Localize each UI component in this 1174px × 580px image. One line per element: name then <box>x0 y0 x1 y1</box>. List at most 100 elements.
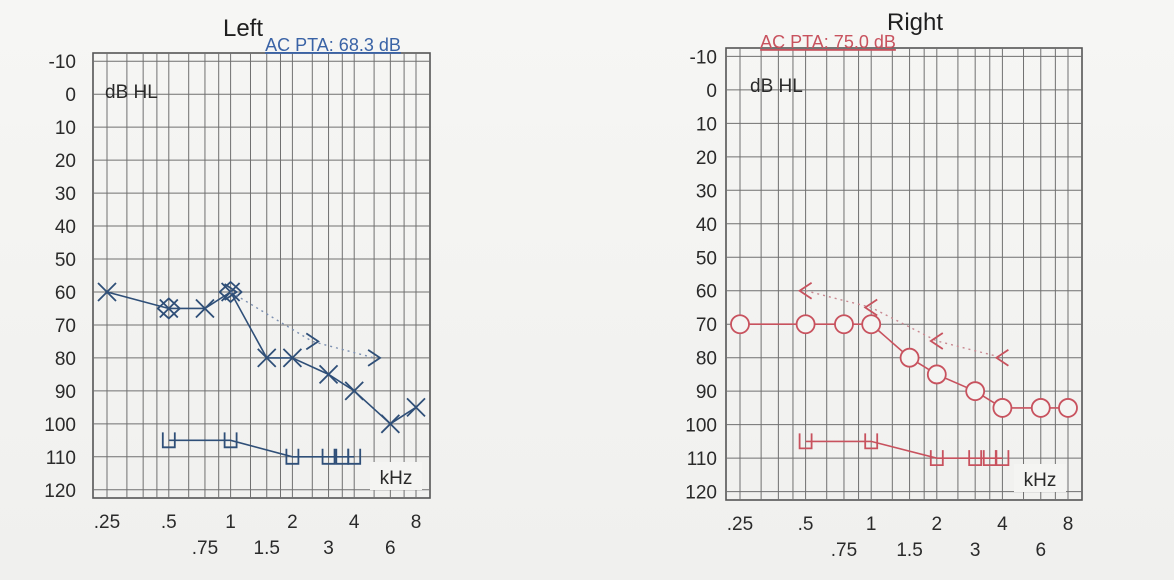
y-tick-label: 10 <box>55 118 76 139</box>
chart-title: Left <box>223 15 263 42</box>
plot-frame <box>92 52 431 499</box>
x-axis-label: kHz <box>380 468 413 489</box>
y-tick-label: 90 <box>55 382 76 403</box>
data-point <box>159 298 179 319</box>
y-tick-label: 100 <box>44 415 76 436</box>
chart-title: Right <box>887 9 943 36</box>
data-point <box>929 450 944 467</box>
x-tick-label: 8 <box>411 512 422 533</box>
data-point <box>730 314 750 335</box>
series-line <box>168 439 355 458</box>
y-tick-label: 10 <box>696 114 717 135</box>
data-point <box>224 283 239 301</box>
y-tick-label: 40 <box>55 217 76 238</box>
y-tick-label: 70 <box>55 316 76 337</box>
data-point <box>995 450 1010 467</box>
data-point <box>798 433 813 450</box>
y-tick-label: 120 <box>685 483 717 504</box>
series-line <box>805 290 1003 359</box>
x-tick-label: .5 <box>161 512 177 533</box>
x-tick-label: .75 <box>831 540 857 561</box>
data-point <box>864 433 879 450</box>
data-point <box>223 432 238 449</box>
x-axis-label-backdrop <box>1014 464 1066 492</box>
data-point <box>795 314 816 335</box>
y-tick-label: 20 <box>696 148 717 169</box>
y-tick-label: 60 <box>696 282 717 303</box>
x-tick-label: 8 <box>1063 514 1074 535</box>
data-point <box>1030 398 1051 418</box>
y-tick-label: 0 <box>706 81 717 102</box>
y-tick-label: 40 <box>696 215 717 236</box>
x-tick-label: 1 <box>866 514 877 535</box>
y-tick-label: 70 <box>696 315 717 336</box>
data-point <box>1058 398 1078 418</box>
series-line <box>740 323 1068 409</box>
y-tick-label: 50 <box>696 248 717 269</box>
data-point <box>161 432 176 449</box>
y-tick-label: 30 <box>696 181 717 202</box>
plot-frame <box>725 47 1083 501</box>
data-point <box>968 450 983 467</box>
y-tick-label: 100 <box>685 416 717 437</box>
y-tick-label: 50 <box>55 250 76 271</box>
x-tick-label: .75 <box>192 538 218 559</box>
x-tick-label: 4 <box>349 512 360 533</box>
x-axis-label-backdrop <box>370 462 422 490</box>
x-tick-label: .25 <box>94 512 120 533</box>
data-point <box>992 398 1013 418</box>
y-tick-label: 0 <box>65 85 76 106</box>
data-point <box>318 364 339 385</box>
data-point <box>285 448 300 465</box>
x-tick-label: .25 <box>727 514 753 535</box>
data-point <box>899 347 920 368</box>
data-point <box>97 282 117 302</box>
data-point <box>321 448 336 465</box>
data-point <box>380 414 400 434</box>
x-axis-label: kHz <box>1024 470 1057 491</box>
x-tick-label: 3 <box>970 540 981 561</box>
data-point <box>834 314 854 335</box>
data-point <box>282 348 303 368</box>
x-tick-label: 2 <box>287 512 298 533</box>
data-point <box>156 297 182 320</box>
series-line <box>805 440 1003 459</box>
x-tick-label: 2 <box>932 514 943 535</box>
y-axis-label: dB HL <box>105 82 158 103</box>
y-tick-label: 110 <box>687 449 717 470</box>
series-line <box>230 291 375 359</box>
y-axis-label: dB HL <box>750 76 803 97</box>
x-tick-label: 1 <box>225 512 236 533</box>
data-point <box>926 364 947 385</box>
data-point <box>994 348 1009 367</box>
data-point <box>797 281 813 300</box>
data-point <box>305 332 320 351</box>
y-tick-label: 120 <box>44 481 76 502</box>
y-tick-label: -10 <box>690 47 717 68</box>
data-point <box>257 348 277 368</box>
pta-subtitle: AC PTA: 75.0 dB <box>760 32 896 52</box>
x-tick-label: 3 <box>323 538 334 559</box>
x-tick-label: 6 <box>385 538 396 559</box>
data-point <box>218 280 243 304</box>
x-tick-label: 1.5 <box>254 538 280 559</box>
pta-subtitle: AC PTA: 68.3 dB <box>265 35 401 55</box>
data-point <box>347 448 362 465</box>
y-tick-label: 90 <box>696 382 717 403</box>
y-tick-label: 80 <box>696 349 717 370</box>
data-point <box>406 397 426 417</box>
y-tick-label: 60 <box>55 283 76 304</box>
x-tick-label: 1.5 <box>896 540 922 561</box>
y-tick-label: 30 <box>55 184 76 205</box>
y-tick-label: 20 <box>55 151 76 172</box>
data-point <box>861 314 882 335</box>
data-point <box>195 298 215 319</box>
y-tick-label: 80 <box>55 349 76 370</box>
data-point <box>929 332 944 350</box>
data-point <box>344 381 364 401</box>
x-tick-label: .5 <box>798 514 814 535</box>
y-tick-label: 110 <box>46 448 76 469</box>
